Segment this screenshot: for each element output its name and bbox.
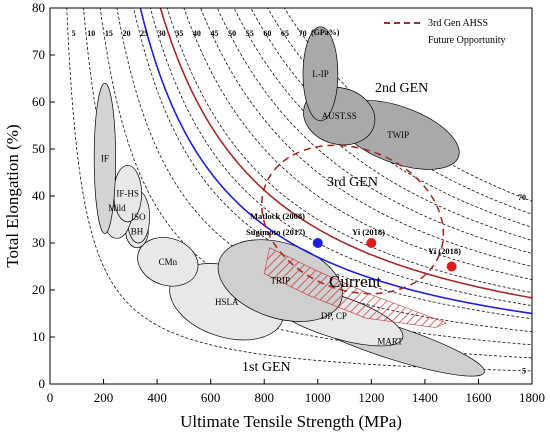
region-label-twip: TWIP [387, 130, 409, 140]
isoline-40 [183, 8, 532, 280]
y-tick-label-2: 20 [32, 282, 45, 297]
isoline-top-label-5: 5 [72, 29, 76, 38]
x-tick-label-9: 1800 [519, 390, 545, 405]
isoline-right-label-1: 5 [522, 367, 526, 376]
region-label-hsla: HSLA [215, 297, 239, 307]
region-label-mart: MART [377, 337, 403, 347]
region-label-iso: ISO [131, 212, 146, 222]
data-points [312, 238, 457, 272]
region-label-aust-ss: AUST.SS [322, 111, 357, 121]
y-tick-label-7: 70 [32, 47, 45, 62]
isoline-top-label-45: 45 [211, 29, 219, 38]
isoline-top-label-65: 65 [281, 29, 289, 38]
y-tick-label-4: 40 [32, 188, 45, 203]
current-label: Current [329, 272, 381, 291]
region-label-l-ip: L-IP [312, 69, 329, 79]
x-tick-label-1: 200 [94, 390, 114, 405]
x-tick-label-6: 1200 [358, 390, 384, 405]
point-label-yi-2: Yi (2018) [428, 246, 461, 256]
region-label-mild: Mild [108, 203, 126, 213]
y-tick-label-0: 0 [39, 376, 46, 391]
isoline-35 [166, 8, 532, 293]
isoline-right-label-0: 70 [518, 193, 526, 202]
y-axis-title: Total Elongation (%) [3, 124, 22, 267]
x-tick-label-0: 0 [47, 390, 54, 405]
isoline-top-label-25: 25 [140, 29, 148, 38]
isoline-55 [233, 8, 532, 241]
legend: 3rd Gen AHSS Future Opportunity [378, 12, 530, 54]
isoline-15 [99, 8, 532, 346]
isoline-top-label-20: 20 [122, 29, 130, 38]
x-tick-label-4: 800 [254, 390, 274, 405]
isoline-top-label-60: 60 [263, 29, 271, 38]
region-label-trip: TRIP [271, 276, 291, 286]
third-gen-label: 3rd GEN [327, 175, 378, 190]
x-tick-label-7: 1400 [412, 390, 438, 405]
isoline-20 [116, 8, 532, 333]
region-label-cmn: CMn [159, 257, 178, 267]
isoline-45 [200, 8, 532, 267]
isoline-50 [216, 8, 532, 254]
y-tick-label-5: 50 [32, 141, 45, 156]
region-l-ip [302, 26, 339, 122]
isoline-65 [267, 8, 532, 215]
x-tick-label-3: 600 [201, 390, 221, 405]
data-point-2 [366, 238, 377, 248]
boundary-curve-2 [159, 8, 532, 299]
region-cmn [137, 237, 199, 287]
point-label-sugimoto: Sugimoto (2017) [246, 227, 305, 237]
region-label-bh: BH [131, 226, 144, 236]
future-opportunity-ellipse [260, 144, 445, 295]
isoline-top-label-30: 30 [158, 29, 166, 38]
y-tick-label-6: 60 [32, 94, 45, 109]
region-label-dp-cp: DP, CP [321, 311, 347, 321]
x-tick-label-8: 1600 [465, 390, 491, 405]
isoline-top-label-15: 15 [105, 29, 113, 38]
axes: 0 200 400 600 800 1000 1200 1400 1600 1800 0 10 20 30… [32, 0, 545, 405]
legend-label-1: 3rd Gen AHSS [428, 18, 488, 29]
future-opportunity-region [260, 144, 445, 295]
isoline-unit-label: (GPa%) [311, 28, 340, 37]
region-label-if-hs: IF-HS [116, 189, 139, 199]
isoline-top-label-70: 70 [299, 29, 307, 38]
x-axis-title: Ultimate Tensile Strength (MPa) [180, 412, 402, 431]
second-gen-label: 2nd GEN [375, 81, 428, 96]
y-tick-label-8: 80 [32, 0, 45, 15]
x-tick-label-2: 400 [147, 390, 167, 405]
boundary-curve-1 [139, 8, 532, 315]
isoline-25 [133, 8, 532, 320]
boundary-curves [139, 8, 532, 315]
isoline-top-label-35: 35 [175, 29, 183, 38]
current-hatched-band [263, 247, 448, 328]
data-point-3 [446, 261, 457, 272]
isoline-top-label-40: 40 [193, 29, 201, 38]
legend-box [378, 12, 530, 54]
first-gen-label: 1st GEN [242, 360, 291, 375]
isoline-top-label-55: 55 [246, 29, 254, 38]
isoline-top-label-10: 10 [87, 29, 95, 38]
point-label-yi-1: Yi (2018) [352, 227, 385, 237]
current-region [263, 247, 448, 328]
x-tick-label-5: 1000 [305, 390, 331, 405]
region-if [93, 82, 116, 234]
region-labels: 5 10 15 20 25 30 35 40 45 50 55 60 65 70 70 5 MART HSLA DP… [72, 29, 526, 376]
y-tick-label-1: 10 [32, 329, 45, 344]
data-point-1 [312, 238, 323, 248]
isoline-top-label-50: 50 [228, 29, 236, 38]
region-label-if: IF [101, 153, 109, 163]
point-label-matlock: Matlock (2008) [250, 211, 305, 221]
legend-label-2: Future Opportunity [428, 35, 506, 46]
y-tick-label-3: 30 [32, 235, 45, 250]
